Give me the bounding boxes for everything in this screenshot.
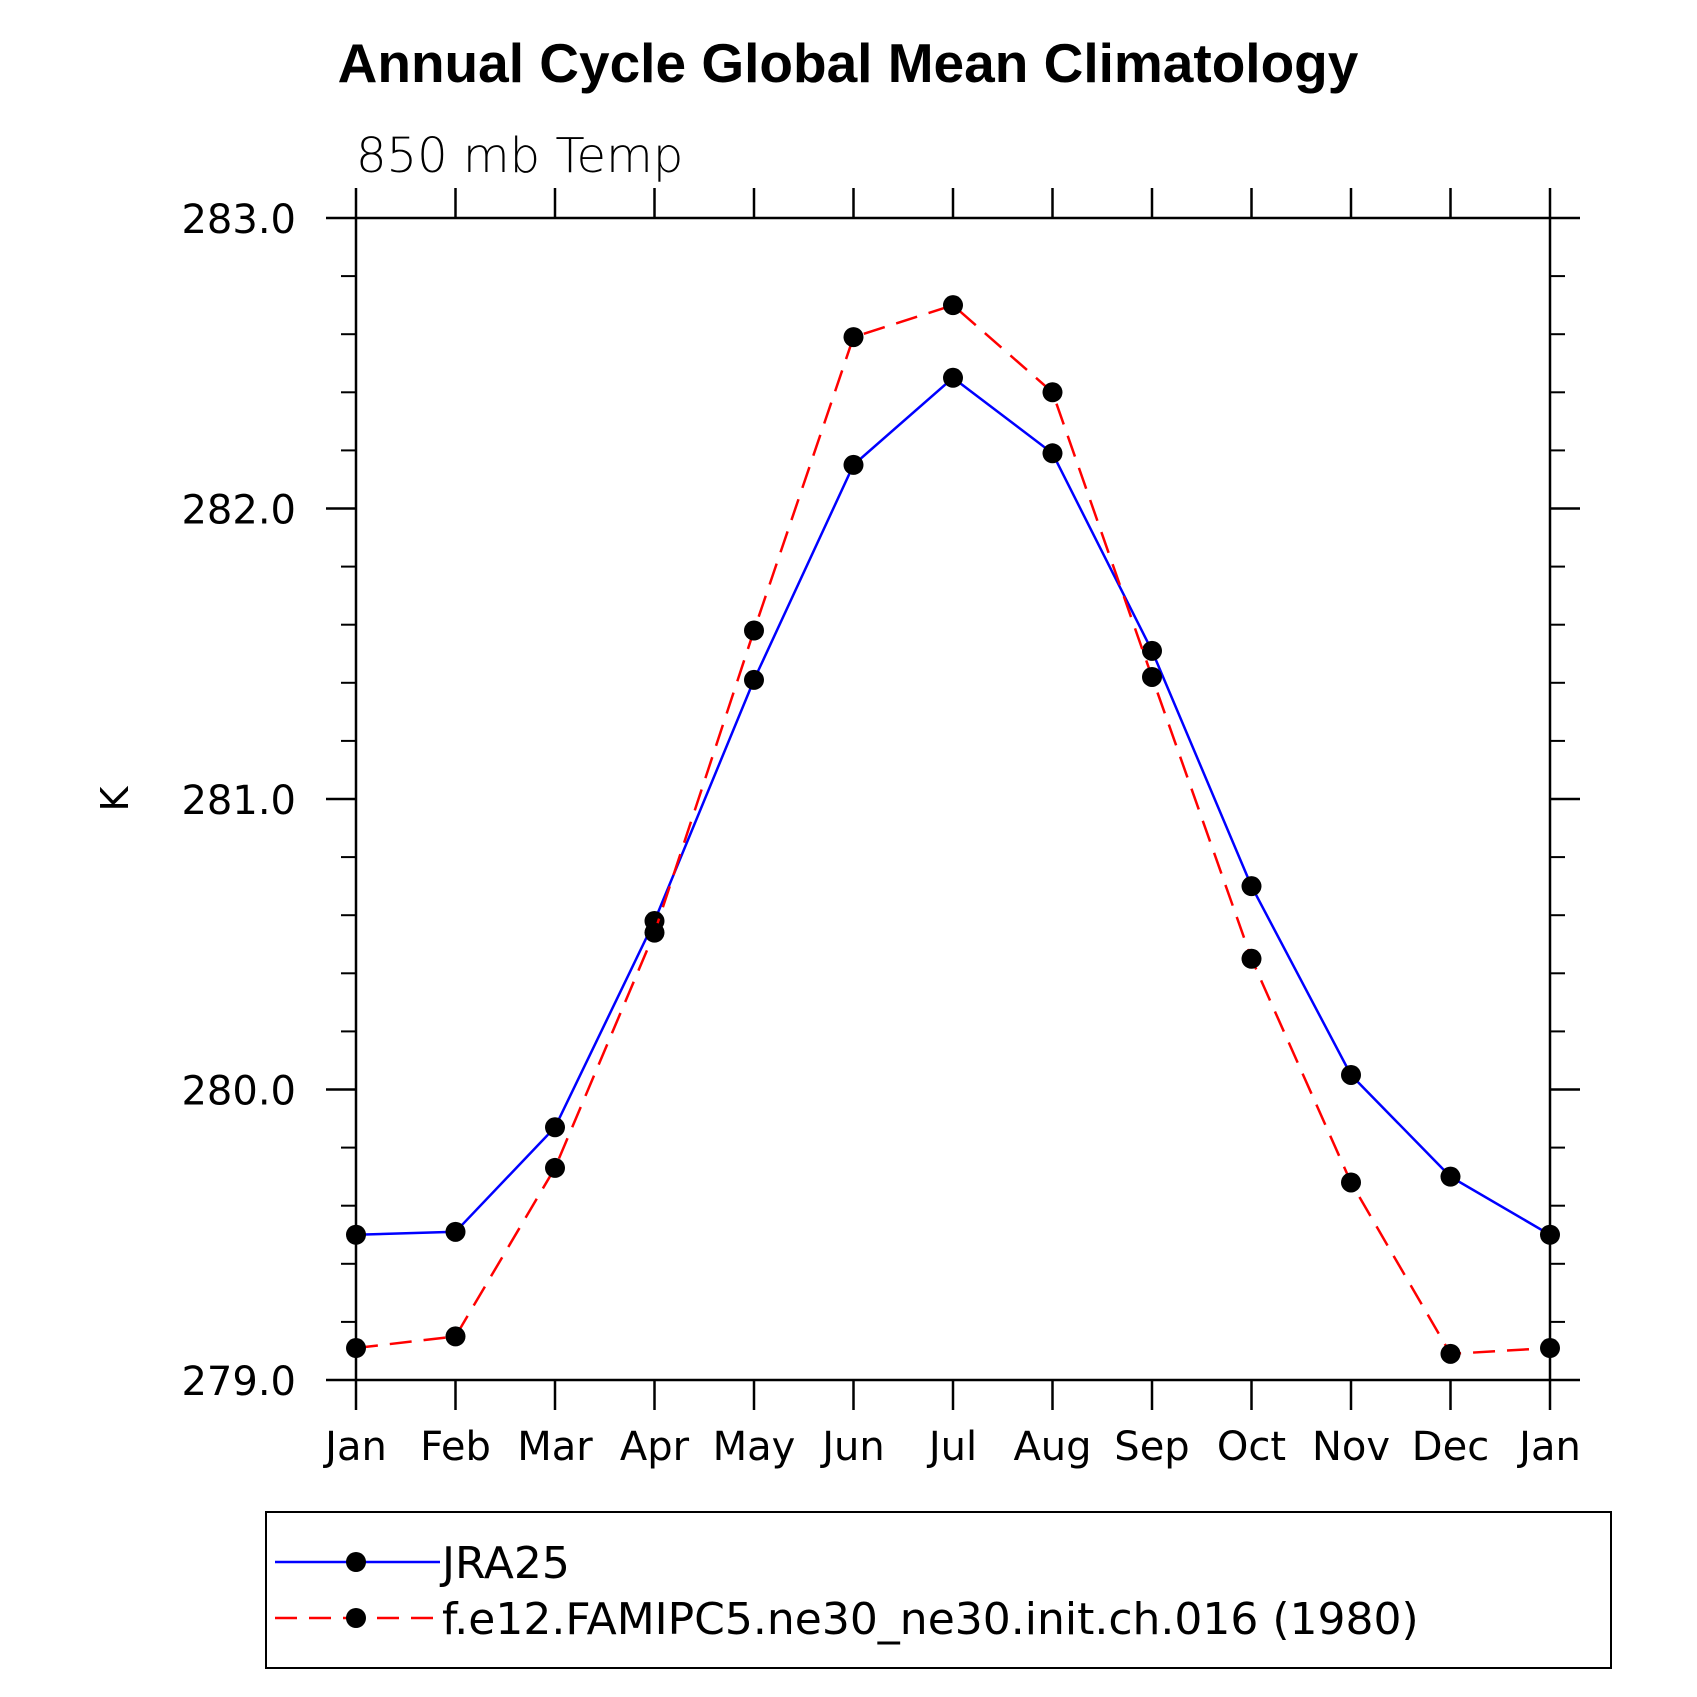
legend-label: f.e12.FAMIPC5.ne30_ne30.init.ch.016 (198…	[442, 1594, 1419, 1645]
data-point	[1042, 443, 1063, 464]
axes: 279.0 280.0 281.0 282.0 283.0 K Jan Feb Mar Apr Ma…	[93, 188, 1581, 1470]
data-point	[1241, 876, 1262, 897]
data-point	[346, 1224, 366, 1245]
data-point	[1440, 1166, 1461, 1187]
data-point	[1042, 382, 1063, 403]
data-point	[1142, 640, 1162, 661]
legend: JRA25f.e12.FAMIPC5.ne30_ne30.init.ch.016…	[265, 1511, 1612, 1669]
x-tick-label: Oct	[1217, 1424, 1286, 1470]
x-tick-label: Jun	[819, 1424, 885, 1470]
series-line	[355, 303, 1551, 1356]
x-tick-label: Nov	[1312, 1424, 1390, 1470]
data-point	[545, 1117, 565, 1138]
data-point	[1142, 666, 1162, 687]
y-axis-label: K	[93, 785, 137, 811]
data-point	[346, 1338, 366, 1359]
legend-marker	[346, 1552, 366, 1572]
data-point	[545, 1157, 565, 1178]
x-tick-label: Dec	[1412, 1424, 1489, 1470]
y-tick-label: 282.0	[181, 488, 296, 534]
x-tick-label: Jul	[926, 1424, 977, 1470]
y-tick-label: 281.0	[181, 778, 296, 824]
data-point	[943, 295, 963, 316]
chart-subtitle: 850 mb Temp	[356, 128, 683, 184]
data-point	[1241, 948, 1262, 969]
data-point	[445, 1326, 466, 1347]
data-point	[744, 620, 764, 641]
plot-frame	[354, 216, 1552, 1382]
y-tick-label: 279.0	[181, 1359, 296, 1405]
x-tick-label: Jan	[322, 1424, 387, 1470]
y-tick-label: 280.0	[181, 1069, 296, 1115]
data-point	[744, 669, 764, 690]
data-point	[943, 367, 963, 388]
x-tick-label: Jan	[1516, 1424, 1581, 1470]
x-tick-label: Aug	[1013, 1424, 1091, 1470]
series-1	[346, 367, 1560, 1245]
x-tick-label: Apr	[620, 1424, 690, 1470]
series-layer	[346, 295, 1560, 1364]
x-tick-label: May	[713, 1424, 796, 1470]
x-tick-label: Feb	[420, 1424, 491, 1470]
series-line	[355, 376, 1551, 1237]
data-point	[1341, 1064, 1361, 1085]
x-tick-label: Sep	[1114, 1424, 1189, 1470]
data-point	[1540, 1338, 1560, 1359]
chart-title: Annual Cycle Global Mean Climatology	[338, 32, 1359, 94]
data-point	[1440, 1343, 1461, 1364]
legend-marker	[346, 1608, 366, 1628]
series-2	[346, 295, 1560, 1364]
data-point	[1341, 1172, 1361, 1193]
data-point	[1540, 1224, 1560, 1245]
y-tick-label: 283.0	[181, 197, 296, 243]
data-point	[843, 454, 864, 475]
data-point	[445, 1221, 466, 1242]
data-point	[843, 327, 864, 348]
x-tick-label: Mar	[517, 1424, 593, 1470]
legend-label: JRA25	[439, 1538, 570, 1589]
legend-box	[265, 1511, 1612, 1669]
data-point	[644, 922, 665, 943]
